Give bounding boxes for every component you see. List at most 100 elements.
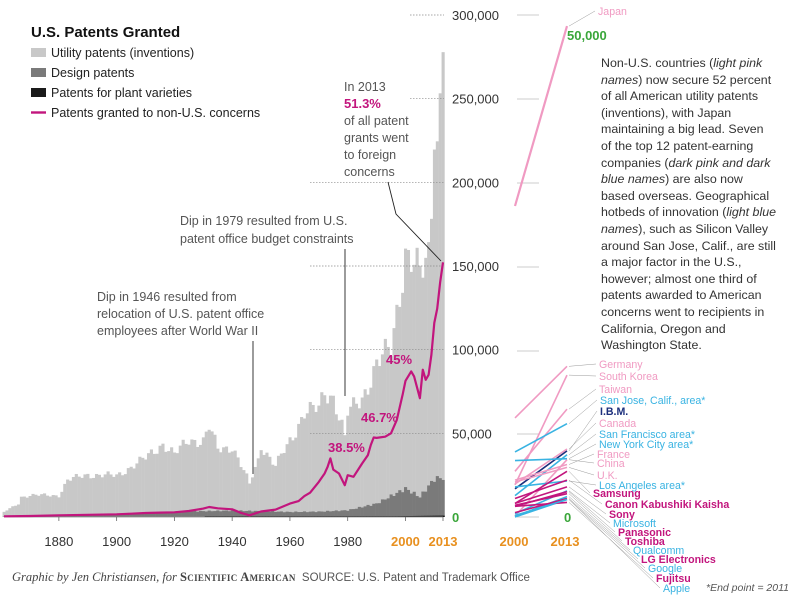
design-bar <box>340 510 344 517</box>
design-bar <box>210 511 214 517</box>
design-bar <box>190 511 194 517</box>
design-bar <box>230 510 234 517</box>
design-bar <box>265 511 269 517</box>
utility-bar <box>132 468 136 517</box>
plant-bar <box>421 515 425 517</box>
utility-bar <box>201 437 205 517</box>
design-bar <box>314 512 318 517</box>
side-connector <box>568 388 597 410</box>
side-connector <box>568 490 611 524</box>
design-bar <box>328 511 333 517</box>
design-bar <box>158 512 162 517</box>
side-series-label: U.K. <box>597 470 618 482</box>
design-bar <box>92 514 96 517</box>
utility-bar <box>320 392 324 517</box>
utility-bar <box>187 444 191 517</box>
design-bar <box>389 494 393 517</box>
design-bar <box>120 513 125 517</box>
utility-bar <box>276 455 281 517</box>
design-bar <box>126 513 130 517</box>
utility-bar <box>441 52 445 518</box>
legend-swatch <box>31 88 46 97</box>
design-bar <box>369 505 373 517</box>
utility-bar <box>430 218 434 517</box>
side-series-label: Taiwan <box>599 384 632 396</box>
side-connector <box>568 459 595 464</box>
legend-swatch <box>31 48 46 57</box>
utility-bar <box>323 395 327 517</box>
design-bar <box>427 485 431 517</box>
side-series-label: Canada <box>599 418 636 430</box>
utility-bar <box>435 141 439 517</box>
utility-bar <box>233 450 237 517</box>
design-bar <box>167 511 171 517</box>
design-bar <box>285 511 289 517</box>
utility-bar <box>262 454 266 517</box>
utility-bar <box>224 446 229 517</box>
side-series-line <box>514 498 568 517</box>
utility-bar <box>112 476 116 517</box>
plant-bar <box>398 516 402 517</box>
design-bar <box>144 512 148 517</box>
utility-bar <box>406 250 411 517</box>
utility-bar <box>314 411 318 517</box>
annot-2013-line: concerns <box>344 165 395 179</box>
utility-bar <box>360 397 364 517</box>
design-bar <box>279 511 283 517</box>
utility-bar <box>398 306 402 517</box>
utility-bar <box>5 510 9 517</box>
side-series-label: Microsoft <box>613 518 656 530</box>
design-bar <box>262 510 266 517</box>
design-bar <box>346 510 350 517</box>
design-bar <box>115 514 119 517</box>
design-bar <box>259 511 263 517</box>
legend: U.S. Patents Granted Utility patents (inv… <box>31 24 260 120</box>
utility-bar <box>207 429 211 517</box>
side-series-label: New York City area* <box>599 439 693 451</box>
side-series-line <box>514 470 568 505</box>
utility-bar <box>427 242 431 517</box>
plant-bar <box>418 515 422 517</box>
y-axis: 0 50,000 100,000 150,000 200,000 250,000 300,0… <box>452 8 499 525</box>
side-connector <box>568 467 595 476</box>
side-connector <box>568 480 597 486</box>
utility-bar <box>357 408 361 517</box>
design-bar <box>398 490 402 517</box>
side-series-line <box>514 374 568 486</box>
annot-2013-leader <box>387 181 442 262</box>
design-bar <box>378 503 382 517</box>
design-bar <box>123 513 127 517</box>
source-note: SOURCE: U.S. Patent and Trademark Office <box>301 572 530 584</box>
plant-bar <box>395 516 399 517</box>
utility-bar <box>340 419 344 517</box>
plant-bar <box>415 515 419 517</box>
utility-bar <box>389 356 393 517</box>
utility-bar <box>395 304 399 517</box>
design-bar <box>360 507 364 517</box>
utility-bar <box>31 493 35 517</box>
utility-bar <box>380 354 385 517</box>
design-bar <box>438 478 442 517</box>
side-connector <box>568 496 631 551</box>
design-bar <box>406 489 411 517</box>
design-bar <box>404 487 408 517</box>
utility-bar <box>71 476 75 517</box>
utility-bar <box>363 389 367 517</box>
utility-bar <box>282 452 286 517</box>
utility-bar <box>45 495 50 517</box>
utility-bar <box>326 403 330 517</box>
side-series-label: LG Electronics <box>641 554 716 566</box>
utility-bar <box>172 452 177 517</box>
side-connector <box>568 453 595 465</box>
side-series-label: France <box>597 449 630 461</box>
utility-bar <box>409 271 413 517</box>
design-bar <box>363 506 367 517</box>
utility-bar <box>288 437 292 517</box>
utility-bar <box>265 452 269 517</box>
side-connector <box>568 479 603 505</box>
design-bar <box>331 511 335 517</box>
utility-bar <box>184 443 188 517</box>
side-connector <box>568 493 623 542</box>
design-bar <box>204 511 208 517</box>
